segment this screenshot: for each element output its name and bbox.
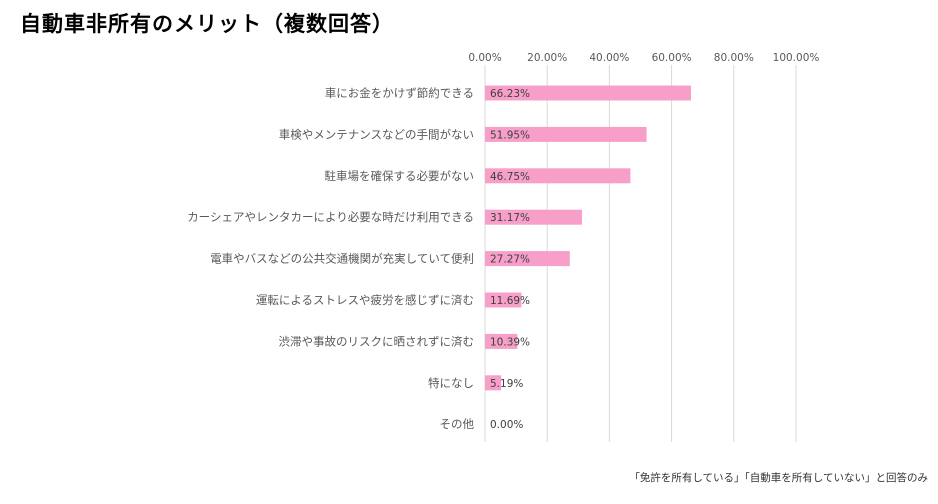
bar <box>485 375 502 391</box>
x-tick-label: 40.00% <box>589 52 629 64</box>
bar <box>485 333 518 349</box>
category-labels: 車にお金をかけず節約できる車検やメンテナンスなどの手間がない駐車場を確保する必要… <box>187 86 474 431</box>
data-label: 11.69% <box>490 295 530 307</box>
data-label: 51.95% <box>490 129 530 141</box>
bar <box>485 85 691 101</box>
x-tick-label: 20.00% <box>527 52 567 64</box>
x-tick-label: 0.00% <box>468 52 501 64</box>
category-label: 電車やバスなどの公共交通機関が充実していて便利 <box>210 252 474 266</box>
footnote: 「免許を所有している」「自動車を所有していない」と回答のみ <box>629 472 928 484</box>
x-tick-label: 100.00% <box>773 52 820 64</box>
data-label: 46.75% <box>490 171 530 183</box>
chart-title: 自動車非所有のメリット（複数回答） <box>20 12 394 36</box>
bar <box>485 251 570 267</box>
category-label: 車検やメンテナンスなどの手間がない <box>279 127 474 141</box>
bars <box>485 85 691 391</box>
x-axis-ticks: 0.00% 20.00% 40.00% 60.00% 80.00% 100.00% <box>468 52 819 64</box>
data-label: 5.19% <box>490 378 523 390</box>
bar <box>485 209 582 225</box>
data-label: 27.27% <box>490 254 530 266</box>
category-label: 車にお金をかけず節約できる <box>325 86 474 100</box>
bar <box>485 126 647 142</box>
bar <box>485 168 631 184</box>
category-label: 特になし <box>428 376 474 390</box>
x-tick-label: 80.00% <box>714 52 754 64</box>
data-label: 31.17% <box>490 212 530 224</box>
data-labels: 66.23% 51.95% 46.75% 31.17% 27.27% 11.69% 10.3… <box>490 88 530 431</box>
category-label: カーシェアやレンタカーにより必要な時だけ利用できる <box>187 210 474 224</box>
category-label: その他 <box>440 417 475 431</box>
category-label: 運転によるストレスや疲労を感じずに済む <box>256 293 474 307</box>
data-label: 10.39% <box>490 336 530 348</box>
data-label: 0.00% <box>490 419 523 431</box>
category-label: 駐車場を確保する必要がない <box>325 169 475 183</box>
x-tick-label: 60.00% <box>652 52 692 64</box>
data-label: 66.23% <box>490 88 530 100</box>
category-label: 渋滞や事故のリスクに晒されずに済む <box>279 334 475 348</box>
bar <box>485 292 522 308</box>
